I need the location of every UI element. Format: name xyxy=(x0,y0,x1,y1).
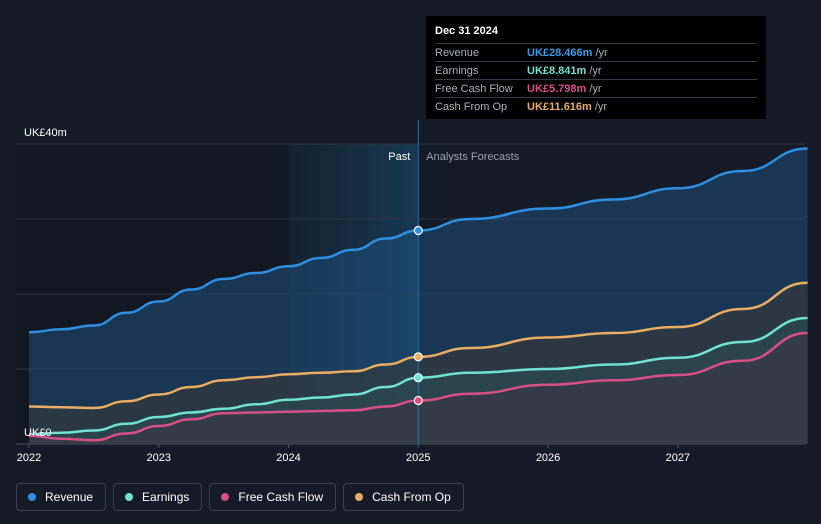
tooltip-row-earnings: Earnings UK£8.841m /yr xyxy=(435,61,757,79)
x-tick-label: 2025 xyxy=(406,452,430,464)
tooltip-value: UK£28.466m xyxy=(527,46,593,59)
x-tick-label: 2026 xyxy=(536,452,560,464)
y-axis-top-label: UK£40m xyxy=(24,127,67,139)
tooltip-label: Cash From Op xyxy=(435,100,508,113)
legend-item-cash-from-op[interactable]: Cash From Op xyxy=(343,483,464,511)
series-lines xyxy=(28,147,808,442)
tooltip-row-cash-from-op: Cash From Op UK£11.616m /yr xyxy=(435,97,757,115)
cash-from-op-line xyxy=(28,281,808,410)
y-axis-bottom-label: UK£0 xyxy=(24,427,52,439)
past-label: Past xyxy=(388,151,410,163)
tooltip-unit: /yr xyxy=(595,46,608,59)
tooltip-row-free-cash-flow: Free Cash Flow UK£5.798m /yr xyxy=(435,79,757,97)
x-tick-label: 2024 xyxy=(276,452,300,464)
earnings-marker xyxy=(413,373,423,383)
tooltip-date: Dec 31 2024 xyxy=(435,25,498,37)
legend-dot-icon xyxy=(221,493,230,501)
tooltip-value: UK£5.798m xyxy=(527,82,587,95)
legend-dot-icon xyxy=(28,493,36,501)
free-cash-flow-line xyxy=(28,331,808,442)
tooltip-label: Free Cash Flow xyxy=(435,82,513,95)
tooltip-label: Earnings xyxy=(435,64,479,77)
legend-label: Earnings xyxy=(142,490,190,504)
free-cash-flow-area xyxy=(29,333,808,444)
legend-label: Cash From Op xyxy=(372,490,451,504)
legend-item-earnings[interactable]: Earnings xyxy=(113,483,203,511)
cash-from-op-marker xyxy=(413,352,423,362)
tooltip-value: UK£8.841m xyxy=(527,64,587,77)
tooltip-value: UK£11.616m xyxy=(527,100,592,113)
tooltip-unit: /yr xyxy=(594,100,608,113)
legend-item-revenue[interactable]: Revenue xyxy=(16,483,107,511)
tooltip-unit: /yr xyxy=(589,82,602,95)
legend-label: Revenue xyxy=(45,490,94,504)
legend: Revenue Earnings Free Cash Flow Cash Fro… xyxy=(16,483,464,511)
tooltip-unit: /yr xyxy=(589,64,602,77)
legend-label: Free Cash Flow xyxy=(238,490,324,504)
revenue-marker xyxy=(413,225,423,236)
revenue-line xyxy=(28,147,808,334)
tooltip: Dec 31 2024 Revenue UK£28.466m /yr Earni… xyxy=(426,16,766,119)
tooltip-row-revenue: Revenue UK£28.466m /yr xyxy=(435,43,757,61)
x-tick-label: 2027 xyxy=(666,452,690,464)
series-markers xyxy=(413,225,423,406)
free-cash-flow-marker xyxy=(413,395,423,406)
tooltip-label: Revenue xyxy=(435,46,480,59)
earnings-line xyxy=(28,316,808,436)
forecast-label: Analysts Forecasts xyxy=(426,151,519,163)
legend-dot-icon xyxy=(355,493,364,501)
legend-item-free-cash-flow[interactable]: Free Cash Flow xyxy=(209,483,337,511)
x-axis-ticks: 2022 2023 2024 2025 2026 2027 xyxy=(17,444,690,464)
x-tick-label: 2022 xyxy=(17,452,41,464)
x-tick-label: 2023 xyxy=(147,452,171,464)
legend-dot-icon xyxy=(125,493,134,501)
